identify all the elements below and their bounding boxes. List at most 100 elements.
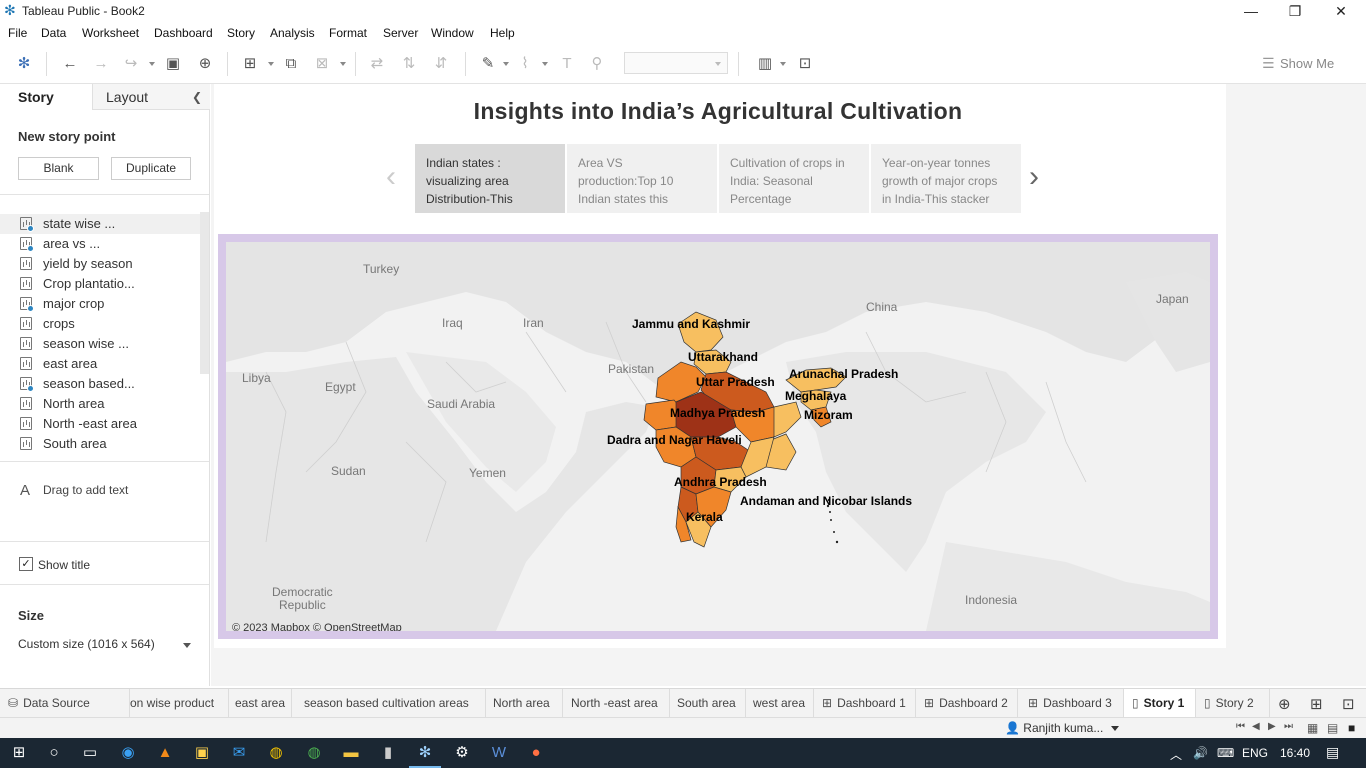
tab-sheet[interactable]: west area: [746, 689, 814, 718]
new-dashboard-tab-icon[interactable]: ⊞: [1310, 696, 1323, 713]
sheet-item[interactable]: North -east area: [0, 414, 200, 434]
story-point-4[interactable]: Year-on-year tonnes growth of major crops…: [871, 144, 1021, 213]
sheet-item[interactable]: area vs ...: [0, 234, 200, 254]
previous-story-point-icon[interactable]: ‹: [386, 160, 396, 193]
collapse-panel-icon[interactable]: ❮: [192, 90, 203, 104]
tab-sheet[interactable]: North -east area: [563, 689, 670, 718]
usb-drive-icon[interactable]: ▮: [383, 744, 393, 761]
story-point-1[interactable]: Indian states : visualizing area Distribut…: [415, 144, 565, 213]
show-title-checkbox[interactable]: ✓: [19, 557, 33, 571]
show-sheet-sorter-icon[interactable]: ▤: [1327, 721, 1339, 735]
action-center-icon[interactable]: ▤: [1326, 744, 1340, 760]
tab-sheet[interactable]: South area: [670, 689, 746, 718]
replay-icon[interactable]: ↪: [124, 55, 138, 72]
story-point-3[interactable]: Cultivation of crops in India: Seasonal Pe…: [719, 144, 869, 213]
fit-select[interactable]: [624, 52, 728, 74]
sort-ascending-icon[interactable]: ⇅: [402, 55, 416, 72]
input-language[interactable]: ENG: [1242, 746, 1269, 760]
restore-icon[interactable]: ❐: [1288, 3, 1302, 19]
next-story-point-icon[interactable]: ›: [1029, 160, 1039, 193]
undo-icon[interactable]: ←: [62, 55, 78, 72]
minimize-icon[interactable]: —: [1244, 3, 1258, 19]
menu-dashboard[interactable]: Dashboard: [154, 26, 213, 40]
task-view-icon[interactable]: ▭: [82, 744, 98, 761]
mail-icon[interactable]: ✉: [232, 744, 246, 761]
clock[interactable]: 16:40: [1280, 746, 1311, 760]
pin-icon[interactable]: ⚲: [591, 55, 603, 72]
presentation-mode-icon[interactable]: ⊡: [798, 55, 812, 72]
sheet-item[interactable]: major crop: [0, 294, 200, 314]
word-icon[interactable]: W: [491, 744, 507, 761]
close-icon[interactable]: ✕: [1335, 3, 1347, 19]
chrome-canary-icon[interactable]: ◍: [269, 744, 283, 761]
next-sheet-icon[interactable]: ▶: [1268, 721, 1276, 732]
show-tabs-icon[interactable]: ■: [1348, 721, 1356, 735]
sheet-item[interactable]: South area: [0, 434, 200, 454]
india-map[interactable]: Turkey China Japan Iraq Iran Libya Egypt…: [218, 234, 1218, 639]
labels-icon[interactable]: T: [562, 55, 572, 72]
menu-window[interactable]: Window: [431, 26, 474, 40]
new-data-source-icon[interactable]: ⊕: [198, 55, 212, 72]
sort-descending-icon[interactable]: ⇵: [434, 55, 448, 72]
tab-dashboard[interactable]: ⊞ Dashboard 3: [1018, 689, 1124, 718]
group-icon[interactable]: ⌇: [521, 55, 529, 72]
paint-drop-icon[interactable]: ●: [531, 744, 541, 761]
redo-icon[interactable]: →: [93, 55, 109, 72]
sheet-item[interactable]: yield by season: [0, 254, 200, 274]
tab-sheet[interactable]: season based cultivation areas: [292, 689, 486, 718]
duplicate-sheet-icon[interactable]: ⧉: [285, 55, 297, 72]
sheet-item[interactable]: east area: [0, 354, 200, 374]
tab-sheet[interactable]: on wise product: [130, 689, 229, 718]
store-icon[interactable]: ▣: [194, 744, 210, 761]
map-attribution[interactable]: © 2023 Mapbox © OpenStreetMap: [232, 622, 402, 634]
duplicate-button[interactable]: Duplicate: [111, 157, 191, 180]
file-explorer-icon[interactable]: ▬: [343, 744, 359, 761]
menu-file[interactable]: File: [8, 26, 28, 40]
menu-worksheet[interactable]: Worksheet: [82, 26, 140, 40]
sheet-list-scrollbar[interactable]: [200, 212, 209, 374]
size-select[interactable]: Custom size (1016 x 564): [18, 637, 194, 651]
new-story-tab-icon[interactable]: ⊡: [1342, 696, 1355, 713]
search-icon[interactable]: ○: [49, 744, 59, 761]
menu-story[interactable]: Story: [227, 26, 256, 40]
menu-format[interactable]: Format: [329, 26, 368, 40]
sheet-item[interactable]: season wise ...: [0, 334, 200, 354]
first-sheet-icon[interactable]: ⏮: [1236, 721, 1245, 732]
tableau-taskbar-icon[interactable]: ✻: [409, 744, 441, 768]
show-hidden-icons-icon[interactable]: ︿: [1170, 748, 1183, 762]
vlc-icon[interactable]: ▲: [157, 744, 173, 761]
tab-story[interactable]: ▯ Story 1: [1124, 689, 1196, 718]
swap-icon[interactable]: ⇄: [370, 55, 384, 72]
tab-sheet[interactable]: North area: [486, 689, 563, 718]
show-me-button[interactable]: ☰ Show Me: [1262, 55, 1334, 72]
clear-sheet-icon[interactable]: ⊠: [315, 55, 329, 72]
tab-story[interactable]: ▯ Story 2: [1196, 689, 1270, 718]
windows-start-icon[interactable]: ⊞: [12, 744, 26, 761]
tab-sheet[interactable]: east area: [229, 689, 292, 718]
menu-analysis[interactable]: Analysis: [270, 26, 315, 40]
new-worksheet-icon[interactable]: ⊞: [243, 55, 257, 72]
network-icon[interactable]: ⌨: [1217, 746, 1235, 760]
sheet-item[interactable]: Crop plantatio...: [0, 274, 200, 294]
tab-data-source[interactable]: ⛁ Data Source: [0, 689, 130, 718]
volume-icon[interactable]: 🔊: [1193, 746, 1208, 760]
sheet-item[interactable]: state wise ...: [0, 214, 200, 234]
fit-icon[interactable]: ▥: [757, 55, 773, 72]
last-sheet-icon[interactable]: ⏭: [1284, 721, 1293, 732]
show-filmstrip-icon[interactable]: ▦: [1307, 721, 1319, 735]
menu-server[interactable]: Server: [383, 26, 419, 40]
tableau-home-icon[interactable]: ✻: [17, 55, 31, 72]
menu-help[interactable]: Help: [490, 26, 515, 40]
tab-story[interactable]: Story: [18, 89, 54, 105]
blank-button[interactable]: Blank: [18, 157, 99, 180]
user-menu[interactable]: 👤 Ranjith kuma...: [1005, 721, 1120, 735]
story-point-2[interactable]: Area VS production:Top 10 Indian states th…: [567, 144, 717, 213]
tab-dashboard[interactable]: ⊞ Dashboard 1: [814, 689, 916, 718]
sheet-item[interactable]: season based...: [0, 374, 200, 394]
sheet-item[interactable]: crops: [0, 314, 200, 334]
menu-data[interactable]: Data: [41, 26, 67, 40]
previous-sheet-icon[interactable]: ◀: [1252, 721, 1260, 732]
drag-to-add-text[interactable]: Drag to add text: [43, 483, 129, 497]
edge-icon[interactable]: ◉: [121, 744, 135, 761]
sheet-item[interactable]: North area: [0, 394, 200, 414]
